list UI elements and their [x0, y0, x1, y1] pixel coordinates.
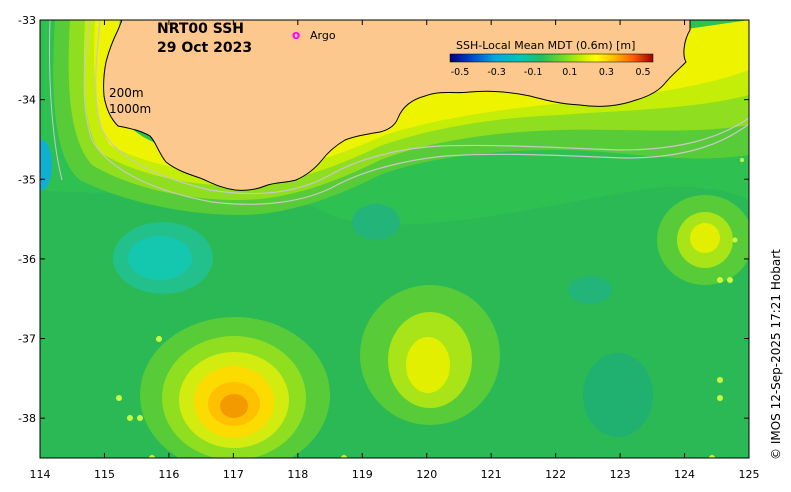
- data-dot: [137, 415, 143, 421]
- data-dot: [709, 455, 715, 458]
- bathy-contour-200m: [95, 20, 749, 195]
- x-tick-label: 125: [739, 468, 760, 481]
- argo-legend-label: Argo: [310, 29, 336, 42]
- ssh-warm-eddy-core: [220, 394, 248, 418]
- data-dots: [116, 158, 744, 458]
- x-tick-label: 116: [158, 468, 179, 481]
- x-tick-label: 114: [30, 468, 51, 481]
- ssh-east-eddy-core: [690, 223, 720, 253]
- data-dot: [149, 455, 155, 458]
- ssh-eddy-west-core: [128, 236, 192, 280]
- x-axis: 114 115 116 117 118 119 120 121 122 123 124 125: [30, 20, 760, 481]
- colorbar-tick-label: 0.5: [635, 67, 650, 78]
- credit-text: © IMOS 12-Sep-2025 17:21 Hobart: [769, 249, 783, 460]
- colorbar: [449, 53, 654, 63]
- x-tick-label: 122: [545, 468, 566, 481]
- colorbar-tick-label: -0.5: [451, 67, 470, 78]
- x-tick-label: 117: [223, 468, 244, 481]
- x-tick-label: 115: [94, 468, 115, 481]
- x-tick-label: 118: [287, 468, 308, 481]
- x-tick-label: 124: [674, 468, 695, 481]
- data-dot: [732, 237, 738, 243]
- title-date: 29 Oct 2023: [157, 40, 252, 56]
- data-dot: [727, 277, 733, 283]
- y-tick-label: -35: [18, 173, 36, 186]
- x-tick-label: 121: [481, 468, 502, 481]
- colorbar-tick-label: 0.1: [562, 67, 577, 78]
- ssh-eddy-center-north: [352, 204, 400, 240]
- x-tick-label: 123: [610, 468, 631, 481]
- y-tick-label: -38: [18, 412, 36, 425]
- x-tick-label: 120: [416, 468, 437, 481]
- contour-label-1000m: 1000m: [109, 102, 151, 116]
- data-dot: [717, 395, 723, 401]
- y-tick-label: -33: [18, 14, 36, 27]
- colorbar-tick-label: 0.3: [599, 67, 614, 78]
- data-dot: [740, 158, 744, 162]
- data-dot: [116, 395, 122, 401]
- y-tick-label: -36: [18, 253, 36, 266]
- argo-marker-icon: o: [292, 28, 300, 42]
- bathy-contour-west: [49, 20, 63, 181]
- data-dot: [341, 455, 347, 458]
- ssh-central-eddy-core: [406, 337, 450, 393]
- data-dot: [717, 277, 723, 283]
- bathy-contour-1000m: [83, 20, 749, 205]
- y-tick-label: -34: [18, 94, 36, 107]
- land-mass: [103, 20, 691, 191]
- data-dot: [156, 336, 162, 342]
- y-axis: -33 -34 -35 -36 -37 -38: [18, 14, 749, 425]
- ssh-eddy-center-east: [568, 276, 612, 304]
- data-dot: [127, 415, 133, 421]
- colorbar-ticks: -0.5 -0.3 -0.1 0.1 0.3 0.5: [451, 67, 651, 78]
- title-product: NRT00 SSH: [157, 21, 244, 37]
- data-dot: [717, 377, 723, 383]
- x-tick-label: 119: [352, 468, 373, 481]
- ssh-eddy-southeast: [583, 353, 653, 437]
- contour-label-200m: 200m: [109, 86, 144, 100]
- plot-frame: [39, 19, 750, 459]
- colorbar-tick-label: -0.3: [487, 67, 506, 78]
- ssh-eddy-west-edge: [40, 140, 52, 190]
- colorbar-title: SSH-Local Mean MDT (0.6m) [m]: [456, 39, 635, 52]
- colorbar-tick-label: -0.1: [524, 67, 543, 78]
- y-tick-label: -37: [18, 333, 36, 346]
